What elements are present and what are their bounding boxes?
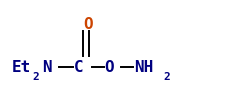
Text: O: O bbox=[83, 17, 93, 32]
Text: 2: 2 bbox=[32, 72, 39, 82]
Text: N: N bbox=[42, 60, 51, 75]
Text: 2: 2 bbox=[164, 72, 170, 82]
Text: C: C bbox=[74, 60, 83, 75]
Text: O: O bbox=[104, 60, 114, 75]
Text: NH: NH bbox=[134, 60, 153, 75]
Text: Et: Et bbox=[12, 60, 31, 75]
